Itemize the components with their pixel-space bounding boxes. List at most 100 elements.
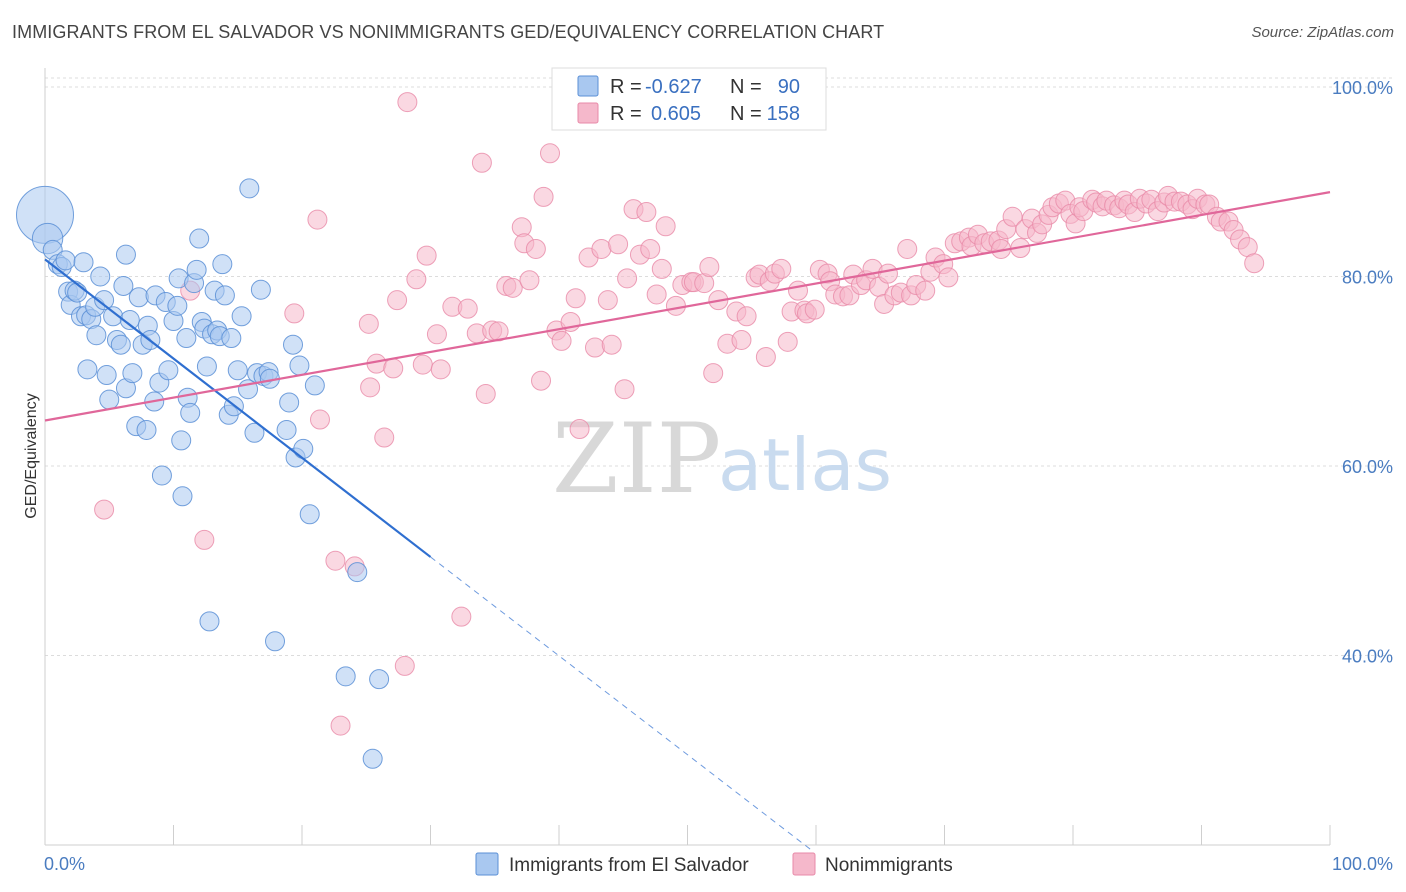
el-salvador-point (90, 266, 111, 287)
el-salvador-point (227, 360, 248, 381)
el-salvador-trendline (44, 258, 432, 558)
nonimmigrants-point (640, 238, 661, 259)
nonimmigrants-point (475, 383, 496, 404)
el-salvador-point (231, 306, 252, 327)
nonimmigrants-point (416, 245, 437, 266)
correlation-legend: R = -0.627 N = 90 R = 0.605 N = 158 (551, 67, 827, 131)
nonimmigrants-point (325, 550, 346, 571)
el-salvador-point (55, 250, 76, 271)
el-salvador-point (239, 178, 260, 199)
legend-r-label-1: R = (610, 76, 642, 98)
legend-r-value-1: -0.627 (645, 76, 702, 98)
el-salvador-points (16, 178, 390, 769)
nonimmigrants-point (915, 280, 936, 301)
nonimmigrants-point (94, 499, 115, 520)
nonimmigrants-point (569, 419, 590, 440)
el-salvador-point (113, 275, 134, 296)
nonimmigrants-point (636, 202, 657, 223)
el-salvador-point (99, 389, 120, 410)
el-salvador-point (136, 419, 157, 440)
x-ticks (173, 825, 1331, 845)
watermark: ZIP atlas (552, 403, 892, 515)
nonimmigrants-point (755, 347, 776, 368)
el-salvador-point (128, 287, 149, 308)
nonimmigrants-point (699, 256, 720, 277)
bottom-legend-swatch-pink (792, 852, 816, 876)
nonimmigrants-point (777, 331, 798, 352)
nonimmigrants-point (1244, 253, 1265, 274)
nonimmigrants-point (584, 337, 605, 358)
el-salvador-point (250, 279, 271, 300)
nonimmigrants-point (502, 277, 523, 298)
y-tick-label-40: 40.0% (1342, 646, 1393, 666)
nonimmigrants-point (451, 606, 472, 627)
el-salvador-point (86, 325, 107, 346)
el-salvador-point (279, 392, 300, 413)
el-salvador-point (347, 562, 368, 583)
nonimmigrants-point (614, 379, 635, 400)
el-salvador-point (299, 504, 320, 525)
el-salvador-point (180, 402, 201, 423)
el-salvador-point (293, 438, 314, 459)
el-salvador-point (171, 430, 192, 451)
y-tick-label-60: 60.0% (1342, 457, 1393, 477)
nonimmigrants-point (307, 209, 328, 230)
legend-swatch-blue (577, 75, 599, 97)
el-salvador-point (94, 290, 115, 311)
nonimmigrants-point (651, 258, 672, 279)
nonimmigrants-point (309, 409, 330, 430)
nonimmigrants-point (565, 288, 586, 309)
watermark-atlas: atlas (718, 423, 892, 507)
nonimmigrants-point (591, 238, 612, 259)
x-tick-label-max: 100.0% (1332, 854, 1393, 874)
nonimmigrants-point (194, 529, 215, 550)
nonimmigrants-point (665, 295, 686, 316)
y-axis-label: GED/Equivalency (23, 393, 40, 518)
nonimmigrants-point (731, 329, 752, 350)
el-salvador-point (122, 363, 143, 384)
nonimmigrants-point (330, 715, 351, 736)
x-tick-labels: 0.0% 100.0% (44, 854, 1393, 874)
nonimmigrants-point (383, 358, 404, 379)
el-salvador-point (221, 328, 242, 349)
nonimmigrants-points (94, 92, 1265, 736)
y-tick-labels: 40.0% 60.0% 80.0% 100.0% (1332, 78, 1393, 667)
y-tick-label-80: 80.0% (1342, 267, 1393, 287)
el-salvador-point (73, 252, 94, 273)
nonimmigrants-point (394, 655, 415, 676)
nonimmigrants-point (426, 324, 447, 345)
bottom-legend-label-el-salvador: Immigrants from El Salvador (509, 855, 749, 876)
legend-n-label-1: N = (730, 76, 762, 98)
legend-n-label-2: N = (730, 103, 762, 125)
el-salvador-point (212, 254, 233, 275)
legend-n-value-2: 158 (767, 103, 800, 125)
legend-n-value-1: 90 (778, 76, 800, 98)
legend-r-value-2: 0.605 (651, 103, 701, 125)
nonimmigrants-trendline (44, 191, 1331, 422)
nonimmigrants-point (788, 280, 809, 301)
el-salvador-point (369, 669, 390, 690)
el-salvador-point (335, 666, 356, 687)
nonimmigrants-point (519, 270, 540, 291)
nonimmigrants-point (551, 330, 572, 351)
el-salvador-point (172, 486, 193, 507)
nonimmigrants-point (540, 143, 561, 164)
nonimmigrants-point (877, 263, 898, 284)
nonimmigrants-point (471, 152, 492, 173)
nonimmigrants-point (430, 359, 451, 380)
el-salvador-point (110, 334, 131, 355)
x-tick-label-min: 0.0% (44, 854, 85, 874)
el-salvador-point (214, 285, 235, 306)
el-salvador-point (304, 375, 325, 396)
el-salvador-point (265, 631, 286, 652)
el-salvador-trendline-extension (430, 556, 814, 853)
el-salvador-point (176, 328, 197, 349)
nonimmigrants-point (406, 269, 427, 290)
nonimmigrants-point (457, 298, 478, 319)
el-salvador-point (276, 419, 297, 440)
el-salvador-point (186, 259, 207, 280)
nonimmigrants-point (597, 290, 618, 311)
nonimmigrants-point (736, 306, 757, 327)
nonimmigrants-point (284, 303, 305, 324)
nonimmigrants-point (703, 363, 724, 384)
